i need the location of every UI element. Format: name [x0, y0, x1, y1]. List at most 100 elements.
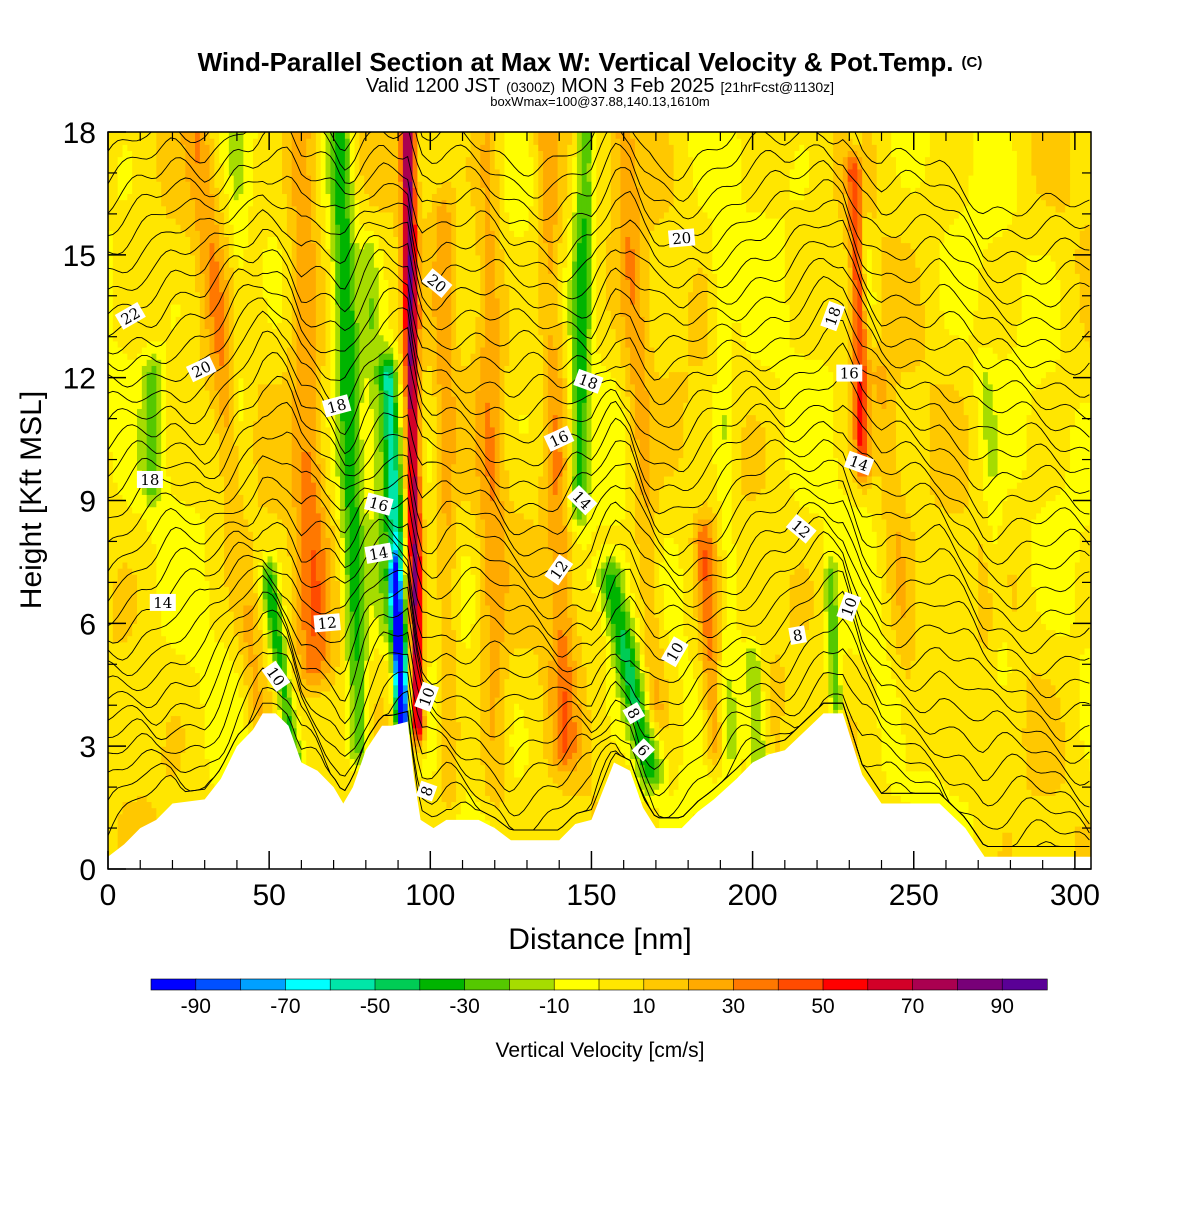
velocity-cell [320, 678, 327, 692]
velocity-cell [978, 346, 984, 459]
velocity-cell [659, 727, 665, 741]
velocity-cell [170, 715, 177, 778]
velocity-cell [620, 365, 626, 409]
velocity-cell [620, 408, 626, 520]
velocity-cell [412, 132, 418, 188]
velocity-cell [876, 727, 883, 869]
velocity-cell [306, 174, 312, 452]
velocity-cell [499, 641, 506, 803]
velocity-cell [987, 525, 994, 594]
velocity-cell [378, 365, 385, 391]
velocity-cell [209, 365, 215, 409]
contour-label: 20 [667, 228, 696, 248]
velocity-cell [398, 353, 404, 385]
velocity-cell [480, 346, 486, 520]
velocity-cell [896, 531, 902, 606]
velocity-cell [306, 138, 312, 176]
velocity-cell [576, 518, 583, 526]
velocity-cell [344, 217, 351, 508]
velocity-cell [398, 383, 404, 428]
velocity-cell [538, 132, 544, 152]
velocity-cell [654, 807, 660, 833]
velocity-cell [746, 132, 752, 213]
velocity-cell [219, 211, 225, 250]
velocity-cell [388, 568, 394, 594]
velocity-cell [1055, 697, 1061, 790]
velocity-cell [692, 187, 699, 274]
velocity-cell [417, 132, 423, 182]
velocity-cell [315, 463, 322, 514]
velocity-cell [707, 758, 713, 778]
velocity-cell [707, 518, 713, 538]
velocity-cell [929, 383, 936, 495]
isentrope-line [108, 565, 1090, 764]
velocity-cell [369, 205, 375, 231]
velocity-cell [175, 715, 182, 772]
colorbar-label: Vertical Velocity [cm/s] [496, 1039, 705, 1062]
velocity-cell [1050, 629, 1057, 686]
velocity-cell [315, 224, 322, 465]
velocity-cell [141, 518, 148, 796]
velocity-cell [470, 512, 477, 575]
velocity-cell [170, 303, 177, 330]
velocity-cell [605, 561, 612, 575]
velocity-cell [1074, 561, 1081, 827]
velocity-cell [1012, 611, 1018, 869]
velocity-cell [1045, 371, 1052, 502]
velocity-cell [301, 132, 307, 452]
velocity-cell [654, 758, 660, 784]
velocity-cell [393, 697, 399, 710]
velocity-cell [1084, 132, 1090, 225]
velocity-cell [291, 727, 298, 747]
velocity-cell [170, 132, 177, 219]
velocity-cell [122, 144, 128, 201]
velocity-cell [383, 279, 389, 342]
velocity-cell [451, 132, 457, 188]
colorbar-tick-label: 90 [991, 995, 1014, 1018]
velocity-cell [659, 703, 665, 710]
velocity-cell [896, 132, 902, 176]
velocity-cell [857, 475, 863, 483]
velocity-cell [654, 678, 660, 710]
velocity-cell [586, 162, 593, 182]
velocity-cell [1002, 359, 1008, 502]
velocity-cell [973, 310, 979, 354]
velocity-cell [301, 451, 307, 631]
velocity-cell [378, 635, 385, 655]
velocity-cell [838, 217, 844, 489]
velocity-cell [272, 512, 278, 551]
velocity-cell [799, 635, 805, 803]
y-tick-label: 3 [79, 731, 96, 764]
y-tick-label: 18 [63, 117, 96, 150]
velocity-cell [654, 740, 660, 760]
velocity-cell [518, 132, 525, 238]
velocity-cell [132, 512, 138, 575]
velocity-cell [291, 389, 298, 508]
velocity-cell [692, 678, 699, 815]
contour-label: 6 [631, 738, 656, 762]
velocity-cell [823, 568, 829, 612]
velocity-cell [702, 549, 709, 581]
velocity-cell [156, 181, 162, 342]
velocity-cell [562, 795, 568, 846]
velocity-cell [983, 439, 989, 502]
velocity-cell [518, 512, 525, 649]
velocity-cell [117, 641, 124, 815]
velocity-cell [949, 334, 955, 385]
velocity-cell [620, 549, 626, 569]
velocity-cell [238, 377, 244, 422]
velocity-cell [920, 359, 926, 772]
velocity-cell [654, 512, 660, 618]
velocity-cell [504, 592, 510, 680]
velocity-cell [422, 715, 428, 729]
contour-label: 18 [321, 394, 352, 417]
contour-label-box [788, 625, 807, 645]
velocity-cell [1060, 211, 1066, 489]
contour-label: 16 [364, 492, 394, 516]
velocity-cell [784, 303, 791, 471]
velocity-cell [117, 494, 124, 569]
velocity-cell [896, 697, 902, 796]
velocity-cell [634, 678, 641, 698]
velocity-cell [166, 641, 172, 723]
